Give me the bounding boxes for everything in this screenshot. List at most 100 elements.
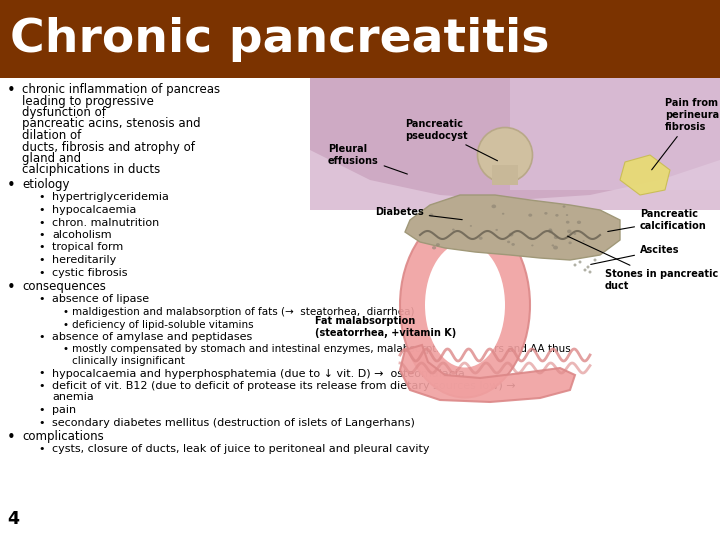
- Ellipse shape: [495, 229, 498, 231]
- Text: cystic fibrosis: cystic fibrosis: [52, 267, 127, 278]
- Text: anemia: anemia: [52, 393, 94, 402]
- Text: •: •: [38, 218, 45, 227]
- Text: Pain from
perineural
fibrosis: Pain from perineural fibrosis: [652, 98, 720, 170]
- Text: Fat malabsorption
(steatorrhea, +vitamin K): Fat malabsorption (steatorrhea, +vitamin…: [315, 316, 456, 338]
- Ellipse shape: [432, 246, 436, 249]
- Text: hereditarily: hereditarily: [52, 255, 116, 265]
- Text: •: •: [62, 345, 68, 354]
- Ellipse shape: [562, 205, 565, 208]
- Text: Chronic pancreatitis: Chronic pancreatitis: [10, 17, 549, 62]
- Ellipse shape: [555, 214, 559, 217]
- Text: •: •: [38, 417, 45, 428]
- Text: consequences: consequences: [22, 280, 106, 293]
- Ellipse shape: [425, 242, 505, 368]
- Polygon shape: [310, 78, 720, 210]
- Ellipse shape: [502, 213, 505, 215]
- Text: maldigestion and malabsorption of fats (→  steatorhea,  diarrhea): maldigestion and malabsorption of fats (…: [72, 307, 415, 317]
- Text: pancreatic acins, stenosis and: pancreatic acins, stenosis and: [22, 118, 201, 131]
- Text: dysfunction of: dysfunction of: [22, 106, 106, 119]
- Ellipse shape: [528, 213, 532, 217]
- Ellipse shape: [587, 266, 590, 268]
- Ellipse shape: [544, 212, 548, 215]
- Text: gland and: gland and: [22, 152, 81, 165]
- Ellipse shape: [552, 245, 554, 246]
- Text: •: •: [38, 255, 45, 265]
- Text: deficiency of lipid-soluble vitamins: deficiency of lipid-soluble vitamins: [72, 320, 253, 329]
- Ellipse shape: [593, 259, 596, 261]
- Ellipse shape: [566, 214, 568, 216]
- Polygon shape: [400, 345, 575, 402]
- Text: chronic inflammation of pancreas: chronic inflammation of pancreas: [22, 83, 220, 96]
- Ellipse shape: [530, 237, 531, 239]
- Text: alcoholism: alcoholism: [52, 230, 112, 240]
- Text: hypertriglyceridemia: hypertriglyceridemia: [52, 192, 169, 202]
- Ellipse shape: [583, 268, 587, 272]
- Text: cysts, closure of ducts, leak of juice to peritoneal and pleural cavity: cysts, closure of ducts, leak of juice t…: [52, 444, 430, 455]
- Text: •: •: [38, 205, 45, 215]
- Ellipse shape: [549, 230, 553, 233]
- Text: Pancreatic
pseudocyst: Pancreatic pseudocyst: [405, 119, 498, 161]
- Text: complications: complications: [22, 430, 104, 443]
- Ellipse shape: [400, 213, 530, 397]
- Text: •: •: [38, 192, 45, 202]
- Text: leading to progressive: leading to progressive: [22, 94, 154, 107]
- Ellipse shape: [568, 241, 572, 244]
- Ellipse shape: [477, 127, 533, 183]
- Bar: [0, 0, 720, 78]
- Polygon shape: [405, 195, 620, 260]
- Ellipse shape: [574, 264, 577, 267]
- Text: •: •: [38, 405, 45, 415]
- Text: absence of lipase: absence of lipase: [52, 294, 149, 305]
- Ellipse shape: [554, 235, 558, 239]
- Text: secondary diabetes mellitus (destruction of islets of Langerhans): secondary diabetes mellitus (destruction…: [52, 417, 415, 428]
- Text: tropical form: tropical form: [52, 242, 123, 253]
- Polygon shape: [492, 165, 518, 185]
- Polygon shape: [510, 78, 720, 190]
- Text: Ascites: Ascites: [590, 245, 680, 265]
- Text: calciphications in ducts: calciphications in ducts: [22, 164, 161, 177]
- Ellipse shape: [567, 230, 572, 233]
- Ellipse shape: [436, 243, 440, 246]
- Text: •: •: [38, 444, 45, 455]
- Text: ducts, fibrosis and atrophy of: ducts, fibrosis and atrophy of: [22, 140, 195, 153]
- Text: etiology: etiology: [22, 178, 70, 191]
- Text: hypocalcaemia and hyperphosphatemia (due to ↓ vit. D) →  osteomalacia: hypocalcaemia and hyperphosphatemia (due…: [52, 368, 465, 379]
- Text: pain: pain: [52, 405, 76, 415]
- Ellipse shape: [470, 225, 472, 227]
- Text: clinically insignificant: clinically insignificant: [72, 356, 185, 366]
- Text: chron. malnutrition: chron. malnutrition: [52, 218, 159, 227]
- Ellipse shape: [452, 228, 455, 231]
- Text: deficit of vit. B12 (due to deficit of protease its release from dietary sources: deficit of vit. B12 (due to deficit of p…: [52, 381, 516, 391]
- Text: hypocalcaemia: hypocalcaemia: [52, 205, 136, 215]
- Text: •: •: [62, 320, 68, 329]
- Ellipse shape: [582, 240, 585, 242]
- Ellipse shape: [507, 241, 510, 243]
- Text: •: •: [38, 368, 45, 379]
- Ellipse shape: [566, 221, 570, 224]
- Text: •: •: [38, 242, 45, 253]
- Ellipse shape: [549, 228, 552, 231]
- Ellipse shape: [577, 221, 581, 224]
- Text: •: •: [7, 178, 16, 193]
- Ellipse shape: [511, 243, 515, 246]
- Text: •: •: [62, 307, 68, 317]
- Text: •: •: [38, 294, 45, 305]
- Text: •: •: [38, 267, 45, 278]
- Ellipse shape: [588, 271, 592, 273]
- Ellipse shape: [573, 233, 576, 235]
- Text: •: •: [38, 381, 45, 391]
- Ellipse shape: [531, 245, 534, 246]
- Text: absence of amylase and peptidases: absence of amylase and peptidases: [52, 332, 252, 342]
- Text: Pleural
effusions: Pleural effusions: [328, 144, 408, 174]
- Text: •: •: [38, 332, 45, 342]
- Ellipse shape: [578, 260, 582, 264]
- Ellipse shape: [429, 213, 433, 217]
- Polygon shape: [620, 155, 670, 195]
- Text: dilation of: dilation of: [22, 129, 81, 142]
- Ellipse shape: [479, 237, 482, 240]
- Text: 4: 4: [7, 510, 19, 528]
- Text: •: •: [7, 430, 16, 445]
- Text: •: •: [7, 280, 16, 295]
- Text: Pancreatic
calcification: Pancreatic calcification: [608, 209, 707, 232]
- Polygon shape: [310, 78, 720, 200]
